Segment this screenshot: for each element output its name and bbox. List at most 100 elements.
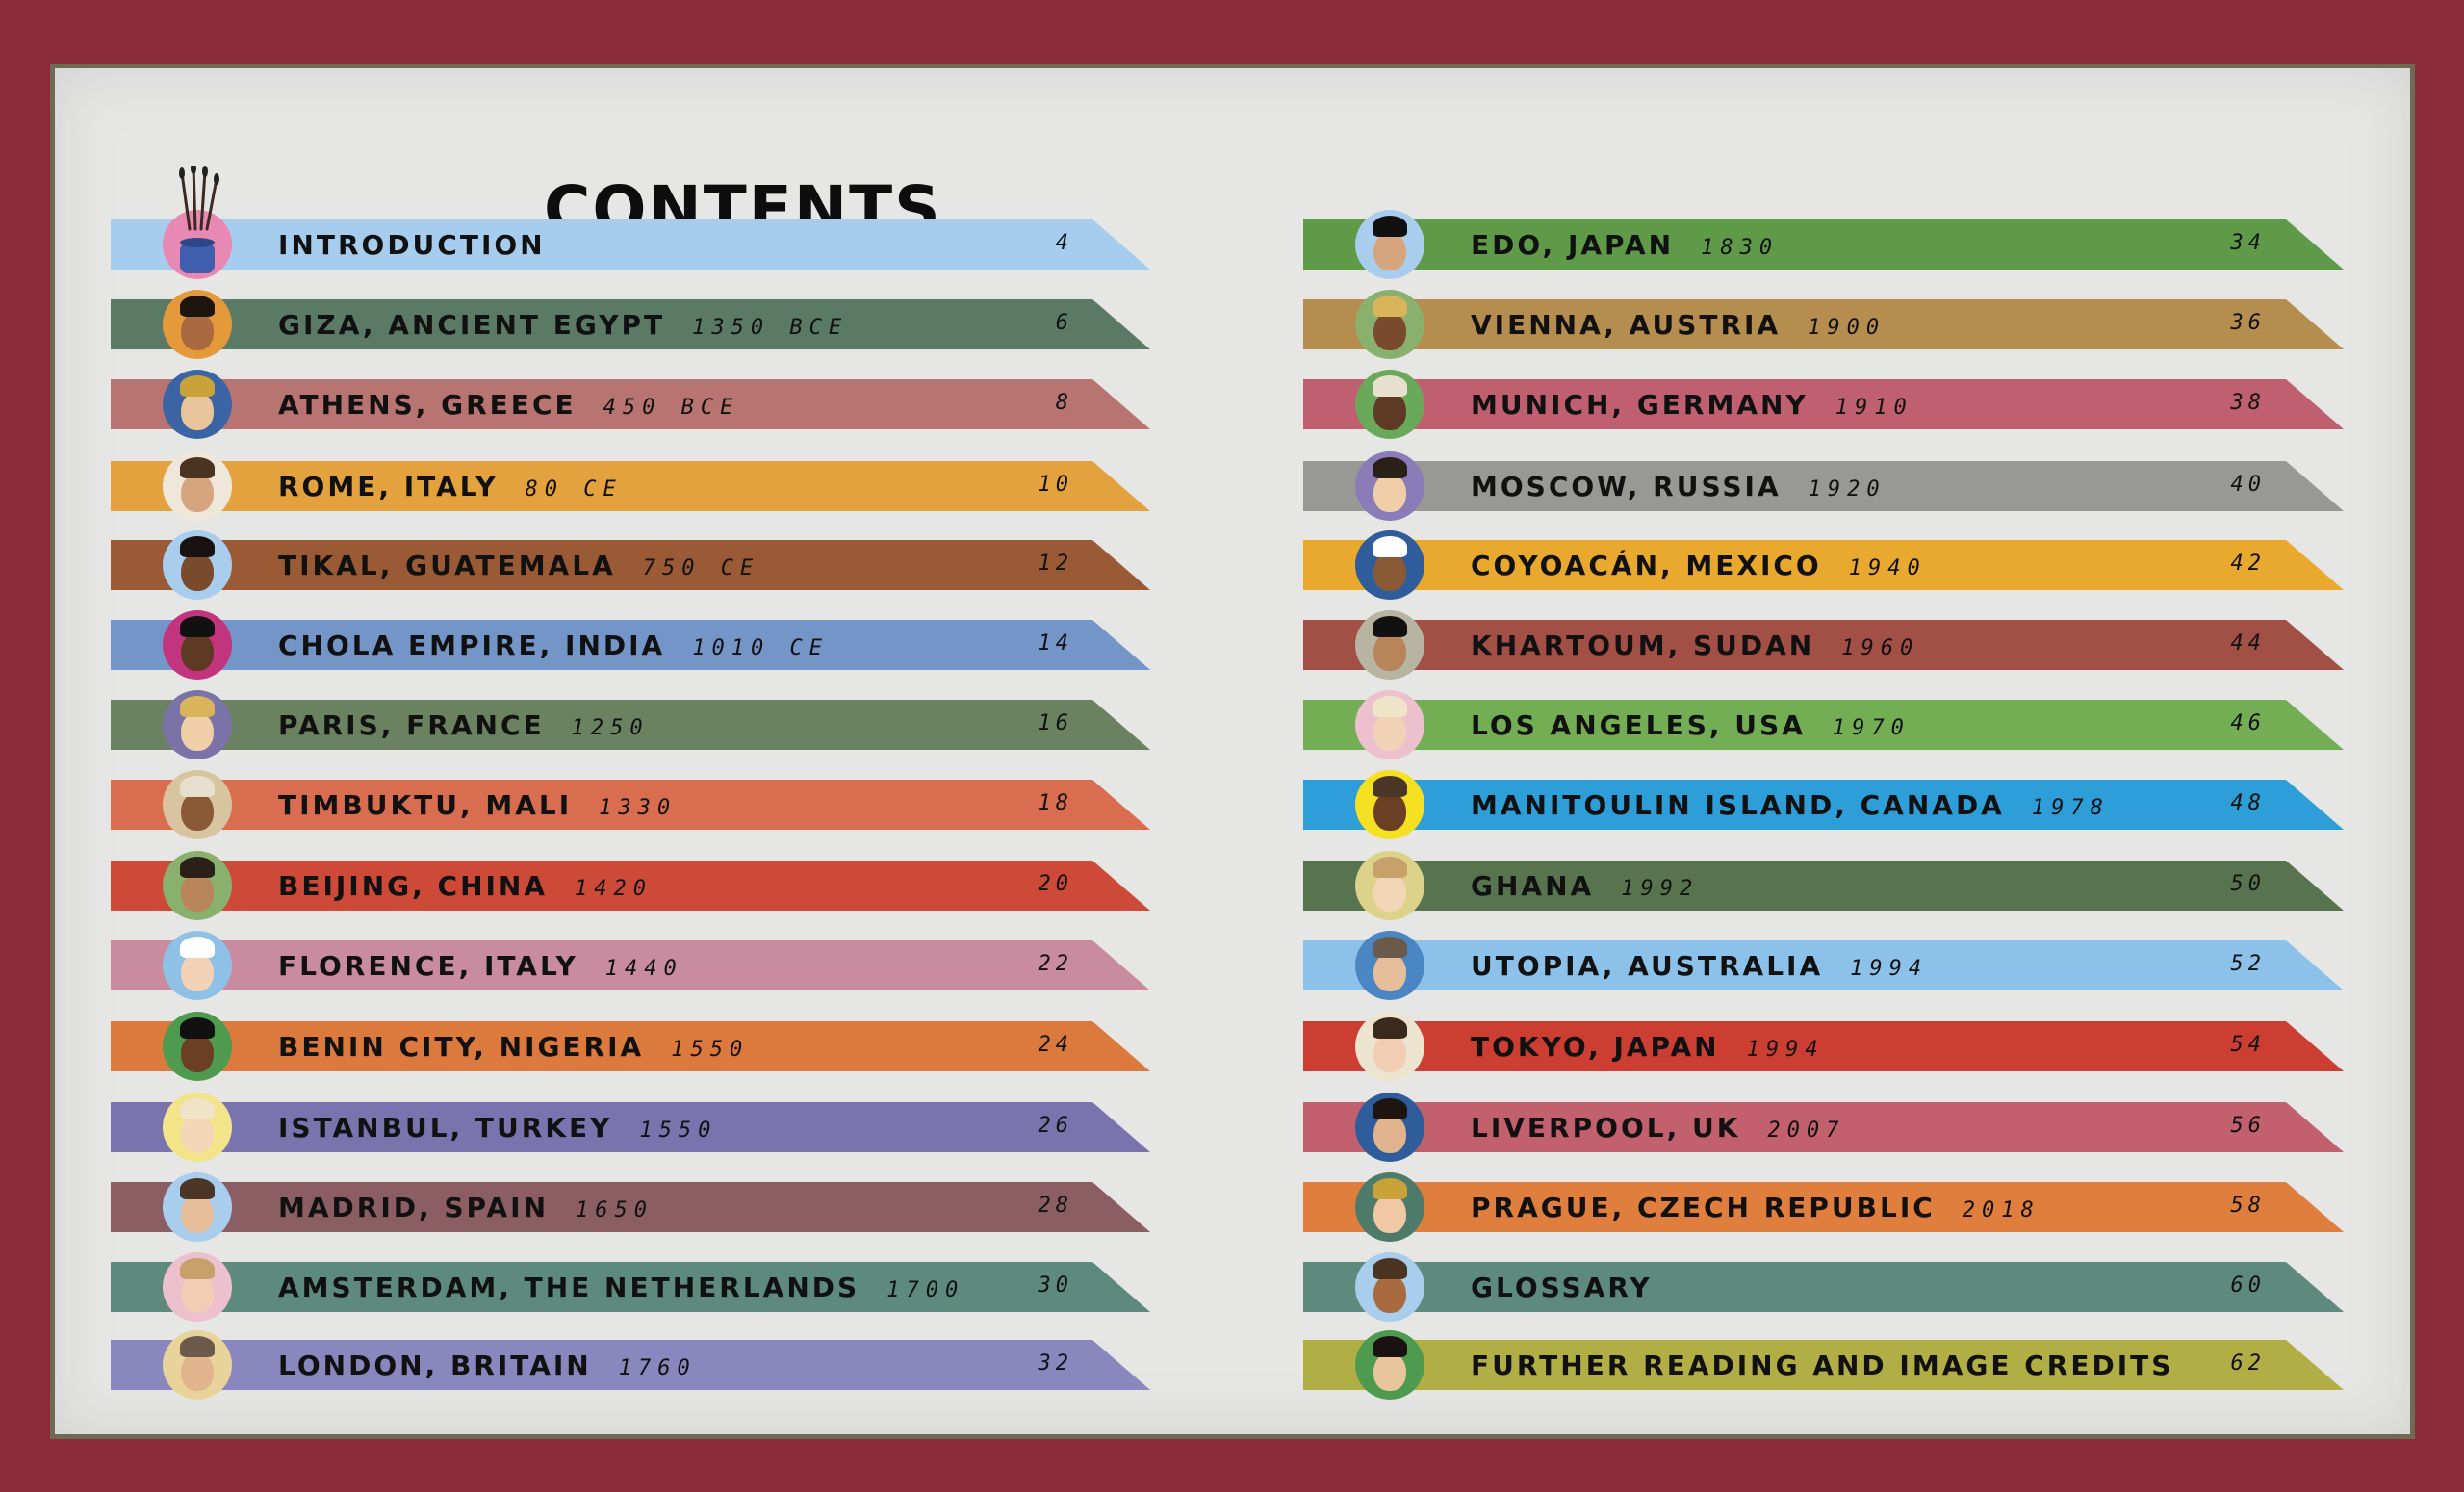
contents-entry[interactable]: AMSTERDAM, THE NETHERLANDS 1700 30: [111, 1252, 1150, 1322]
contents-entry[interactable]: PARIS, FRANCE 1250 16: [111, 690, 1150, 759]
contents-entry[interactable]: TOKYO, JAPAN 1994 54: [1303, 1012, 2344, 1081]
entry-ribbon: [1303, 461, 2344, 511]
entry-year: 1760: [618, 1356, 697, 1380]
entry-year: 1650: [576, 1198, 654, 1222]
portrait-icon: [163, 451, 232, 521]
entry-location: FURTHER READING AND IMAGE CREDITS: [1471, 1350, 2174, 1381]
entry-year: 1970: [1832, 716, 1911, 740]
entry-page-number: 50: [2230, 872, 2266, 896]
entry-title: PRAGUE, CZECH REPUBLIC 2018: [1471, 1192, 2040, 1223]
entry-location: TOKYO, JAPAN: [1471, 1031, 1720, 1063]
contents-entry[interactable]: PRAGUE, CZECH REPUBLIC 2018 58: [1303, 1172, 2344, 1242]
entry-location: MUNICH, GERMANY: [1471, 389, 1809, 421]
entry-year: 1910: [1835, 396, 1913, 420]
entry-location: TIMBUKTU, MALI: [278, 789, 573, 821]
entry-ribbon: [1303, 1102, 2344, 1152]
contents-entry[interactable]: ISTANBUL, TURKEY 1550 26: [111, 1093, 1150, 1162]
contents-entry[interactable]: MUNICH, GERMANY 1910 38: [1303, 370, 2344, 439]
contents-entry[interactable]: EDO, JAPAN 1830 34: [1303, 210, 2344, 279]
entry-title: GIZA, ANCIENT EGYPT 1350 BCE: [278, 309, 848, 341]
contents-entry[interactable]: CHOLA EMPIRE, INDIA 1010 CE 14: [111, 610, 1150, 680]
entry-page-number: 32: [1038, 1351, 1073, 1376]
entry-location: UTOPIA, AUSTRALIA: [1471, 950, 1824, 982]
entry-location: VIENNA, AUSTRIA: [1471, 309, 1782, 341]
contents-entry[interactable]: FLORENCE, ITALY 1440 22: [111, 931, 1150, 1000]
contents-entry[interactable]: LIVERPOOL, UK 2007 56: [1303, 1093, 2344, 1162]
portrait-icon: [1355, 1252, 1424, 1322]
contents-entry[interactable]: GLOSSARY 60: [1303, 1252, 2344, 1322]
entry-page-number: 54: [2230, 1033, 2266, 1057]
entry-page-number: 48: [2230, 791, 2266, 815]
entry-page-number: 52: [2230, 952, 2266, 976]
entry-location: GLOSSARY: [1471, 1272, 1653, 1303]
paintbrush-icon: [179, 166, 219, 231]
entry-title: MADRID, SPAIN 1650: [278, 1192, 654, 1223]
entry-year: 750 CE: [642, 556, 760, 580]
entry-title: COYOACÁN, MEXICO 1940: [1471, 550, 1927, 581]
entry-ribbon: [111, 1182, 1150, 1232]
portrait-icon: [1355, 851, 1424, 920]
entry-ribbon: [111, 379, 1150, 429]
entry-ribbon: [1303, 299, 2344, 349]
portrait-icon: [163, 690, 232, 759]
contents-entry[interactable]: INTRODUCTION 4: [111, 166, 1150, 279]
entry-location: LOS ANGELES, USA: [1471, 709, 1806, 741]
contents-entry[interactable]: MOSCOW, RUSSIA 1920 40: [1303, 451, 2344, 521]
entry-location: PARIS, FRANCE: [278, 709, 545, 741]
contents-entry[interactable]: COYOACÁN, MEXICO 1940 42: [1303, 530, 2344, 600]
entry-year: 2018: [1962, 1198, 2040, 1222]
entry-year: 1994: [1850, 957, 1929, 981]
entry-page-number: 16: [1038, 711, 1073, 735]
entry-year: 1992: [1621, 877, 1700, 901]
entry-year: 2007: [1767, 1119, 1846, 1143]
entry-year: 1920: [1808, 477, 1886, 502]
contents-entry[interactable]: TIMBUKTU, MALI 1330 18: [111, 770, 1150, 839]
contents-entry[interactable]: LONDON, BRITAIN 1760 32: [111, 1330, 1150, 1400]
entry-page-number: 14: [1038, 631, 1073, 656]
contents-entry[interactable]: KHARTOUM, SUDAN 1960 44: [1303, 610, 2344, 680]
entry-ribbon: [111, 700, 1150, 750]
contents-entry[interactable]: BEIJING, CHINA 1420 20: [111, 851, 1150, 920]
entry-ribbon: [1303, 540, 2344, 590]
portrait-icon: [163, 530, 232, 600]
entry-title: FURTHER READING AND IMAGE CREDITS: [1471, 1350, 2173, 1381]
entry-ribbon: [111, 1102, 1150, 1152]
entry-ribbon: [111, 461, 1150, 511]
contents-entry[interactable]: MADRID, SPAIN 1650 28: [111, 1172, 1150, 1242]
entry-location: PRAGUE, CZECH REPUBLIC: [1471, 1192, 1936, 1223]
contents-entry[interactable]: GHANA 1992 50: [1303, 851, 2344, 920]
contents-entry[interactable]: VIENNA, AUSTRIA 1900 36: [1303, 290, 2344, 359]
portrait-icon: [163, 1330, 232, 1400]
entry-ribbon: [111, 861, 1150, 911]
entry-page-number: 56: [2230, 1114, 2266, 1138]
entry-page-number: 34: [2230, 231, 2266, 255]
entry-location: EDO, JAPAN: [1471, 229, 1675, 261]
portrait-icon: [1355, 530, 1424, 600]
contents-entry[interactable]: BENIN CITY, NIGERIA 1550 24: [111, 1012, 1150, 1081]
portrait-icon: [1355, 610, 1424, 680]
entry-ribbon: [111, 780, 1150, 830]
contents-entry[interactable]: TIKAL, GUATEMALA 750 CE 12: [111, 530, 1150, 600]
entry-year: 1830: [1701, 236, 1780, 260]
contents-entry[interactable]: ROME, ITALY 80 CE 10: [111, 451, 1150, 521]
entry-page-number: 18: [1038, 791, 1073, 815]
entry-ribbon: [1303, 1340, 2344, 1390]
entry-ribbon: [1303, 1182, 2344, 1232]
entry-year: 1010 CE: [692, 636, 829, 660]
portrait-icon: [1355, 370, 1424, 439]
entry-location: TIKAL, GUATEMALA: [278, 550, 616, 581]
entry-title: LIVERPOOL, UK 2007: [1471, 1112, 1845, 1144]
portrait-icon: [163, 610, 232, 680]
contents-entry[interactable]: MANITOULIN ISLAND, CANADA 1978 48: [1303, 770, 2344, 839]
contents-entry[interactable]: UTOPIA, AUSTRALIA 1994 52: [1303, 931, 2344, 1000]
contents-page: CONTENTS INTRODUCTION 4 GIZA, ANCIENT EGYP…: [50, 64, 2415, 1439]
contents-entry[interactable]: GIZA, ANCIENT EGYPT 1350 BCE 6: [111, 290, 1150, 359]
contents-entry[interactable]: LOS ANGELES, USA 1970 46: [1303, 690, 2344, 759]
entry-location: LIVERPOOL, UK: [1471, 1112, 1741, 1144]
portrait-icon: [1355, 1093, 1424, 1162]
entry-location: ISTANBUL, TURKEY: [278, 1112, 613, 1144]
entry-ribbon: [111, 1340, 1150, 1390]
entry-ribbon: [1303, 219, 2344, 270]
contents-entry[interactable]: ATHENS, GREECE 450 BCE 8: [111, 370, 1150, 439]
contents-entry[interactable]: FURTHER READING AND IMAGE CREDITS 62: [1303, 1330, 2344, 1400]
